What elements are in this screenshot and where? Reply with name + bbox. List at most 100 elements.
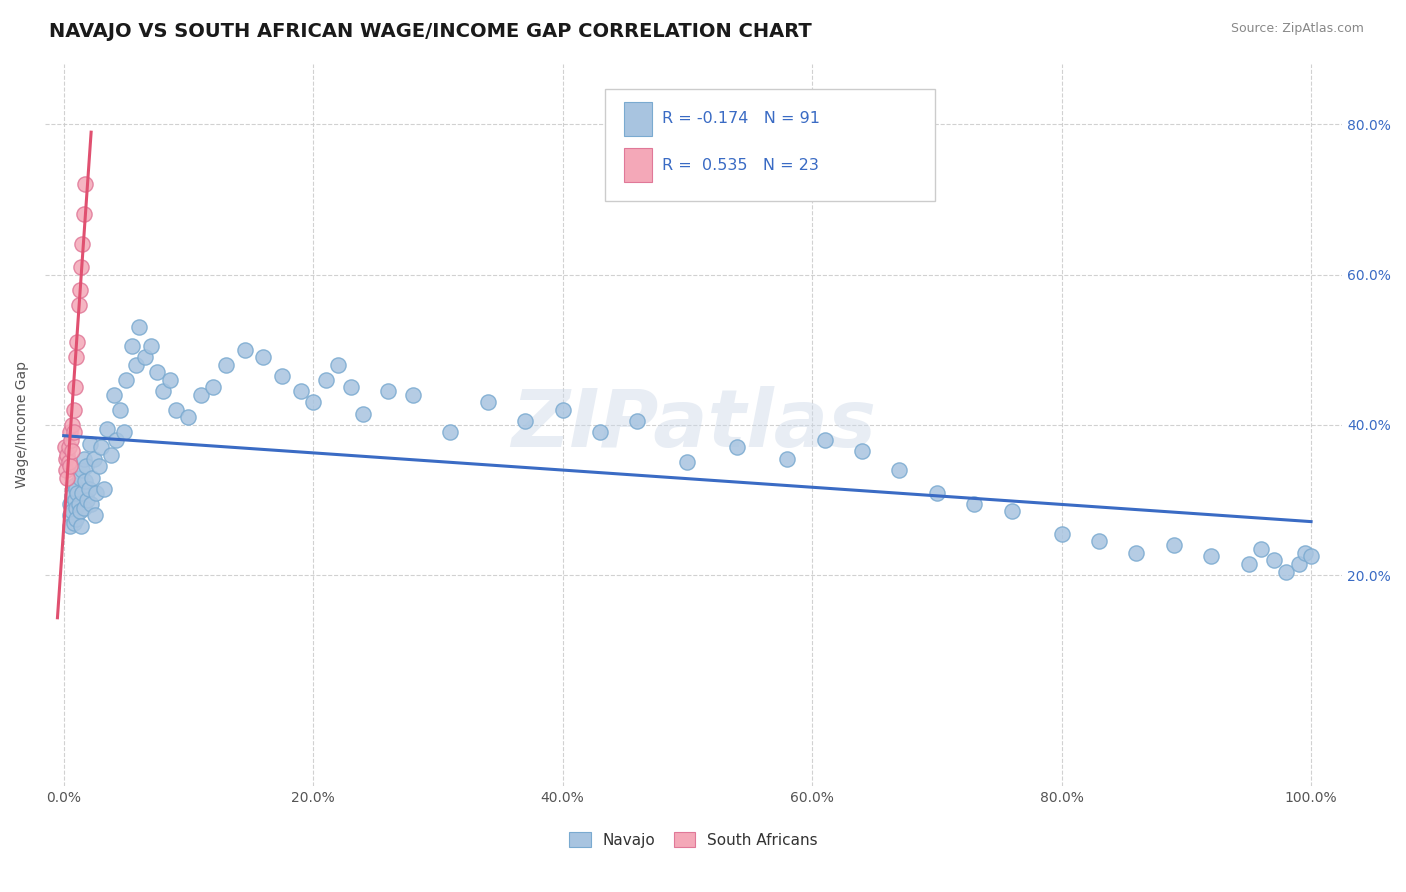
Point	[589, 425, 612, 440]
Point	[302, 395, 325, 409]
Point	[59, 497, 82, 511]
Point	[72, 451, 94, 466]
Point	[62, 489, 84, 503]
Point	[165, 403, 187, 417]
Point	[72, 485, 94, 500]
Point	[56, 470, 79, 484]
Point	[439, 425, 461, 440]
Point	[139, 339, 162, 353]
Point	[79, 436, 101, 450]
Point	[72, 237, 94, 252]
Point	[252, 351, 274, 365]
Point	[813, 433, 835, 447]
Point	[477, 395, 499, 409]
Point	[1001, 504, 1024, 518]
Point	[93, 482, 115, 496]
Point	[67, 298, 90, 312]
Point	[80, 497, 103, 511]
Point	[83, 508, 105, 522]
Point	[626, 414, 648, 428]
Point	[851, 444, 873, 458]
Point	[271, 369, 294, 384]
Point	[115, 373, 138, 387]
Point	[69, 504, 91, 518]
Point	[65, 351, 87, 365]
Point	[515, 414, 537, 428]
Point	[1163, 538, 1185, 552]
Point	[76, 493, 98, 508]
Point	[75, 459, 97, 474]
Point	[62, 444, 84, 458]
Point	[1263, 553, 1285, 567]
Point	[233, 343, 256, 357]
Point	[889, 463, 911, 477]
Point	[146, 365, 169, 379]
Point	[69, 470, 91, 484]
Point	[551, 403, 574, 417]
Point	[177, 410, 200, 425]
Point	[62, 425, 84, 440]
Point	[152, 384, 174, 398]
Point	[72, 207, 94, 221]
Point	[73, 475, 96, 489]
Point	[128, 320, 150, 334]
Point	[352, 407, 374, 421]
Text: ZIPatlas: ZIPatlas	[512, 386, 876, 464]
Y-axis label: Wage/Income Gap: Wage/Income Gap	[15, 361, 30, 489]
Point	[125, 358, 148, 372]
Point	[62, 516, 84, 530]
Point	[59, 425, 82, 440]
Point	[315, 373, 337, 387]
Point	[60, 433, 83, 447]
Point	[925, 485, 948, 500]
Point	[63, 478, 86, 492]
Point	[105, 433, 128, 447]
Point	[66, 335, 89, 350]
Point	[69, 283, 91, 297]
Point	[65, 500, 87, 515]
Point	[326, 358, 349, 372]
Point	[1275, 565, 1298, 579]
Point	[70, 519, 93, 533]
Point	[676, 455, 699, 469]
Point	[290, 384, 312, 398]
Point	[59, 508, 82, 522]
Point	[1201, 549, 1223, 564]
Point	[402, 388, 425, 402]
Point	[112, 425, 135, 440]
Point	[58, 455, 80, 469]
Point	[72, 500, 94, 515]
Legend: Navajo, South Africans: Navajo, South Africans	[562, 826, 824, 854]
Point	[776, 451, 799, 466]
Point	[63, 380, 86, 394]
Point	[63, 493, 86, 508]
Point	[90, 441, 112, 455]
Point	[190, 388, 212, 402]
Point	[1294, 546, 1316, 560]
Point	[77, 482, 100, 496]
Point	[72, 463, 94, 477]
Point	[202, 380, 225, 394]
Point	[725, 441, 748, 455]
Point	[62, 417, 84, 432]
Point	[55, 451, 77, 466]
Point	[339, 380, 361, 394]
Point	[56, 448, 79, 462]
Point	[96, 422, 118, 436]
Point	[100, 448, 122, 462]
Point	[67, 497, 90, 511]
Text: Source: ZipAtlas.com: Source: ZipAtlas.com	[1230, 22, 1364, 36]
Point	[58, 441, 80, 455]
Point	[108, 403, 131, 417]
Point	[65, 482, 87, 496]
Point	[84, 485, 107, 500]
Text: R =  0.535   N = 23: R = 0.535 N = 23	[662, 158, 820, 172]
Point	[59, 459, 82, 474]
Point	[1250, 541, 1272, 556]
Point	[73, 178, 96, 192]
Point	[59, 519, 82, 533]
Point	[82, 470, 104, 484]
Point	[1288, 557, 1310, 571]
Point	[83, 451, 105, 466]
Point	[121, 339, 143, 353]
